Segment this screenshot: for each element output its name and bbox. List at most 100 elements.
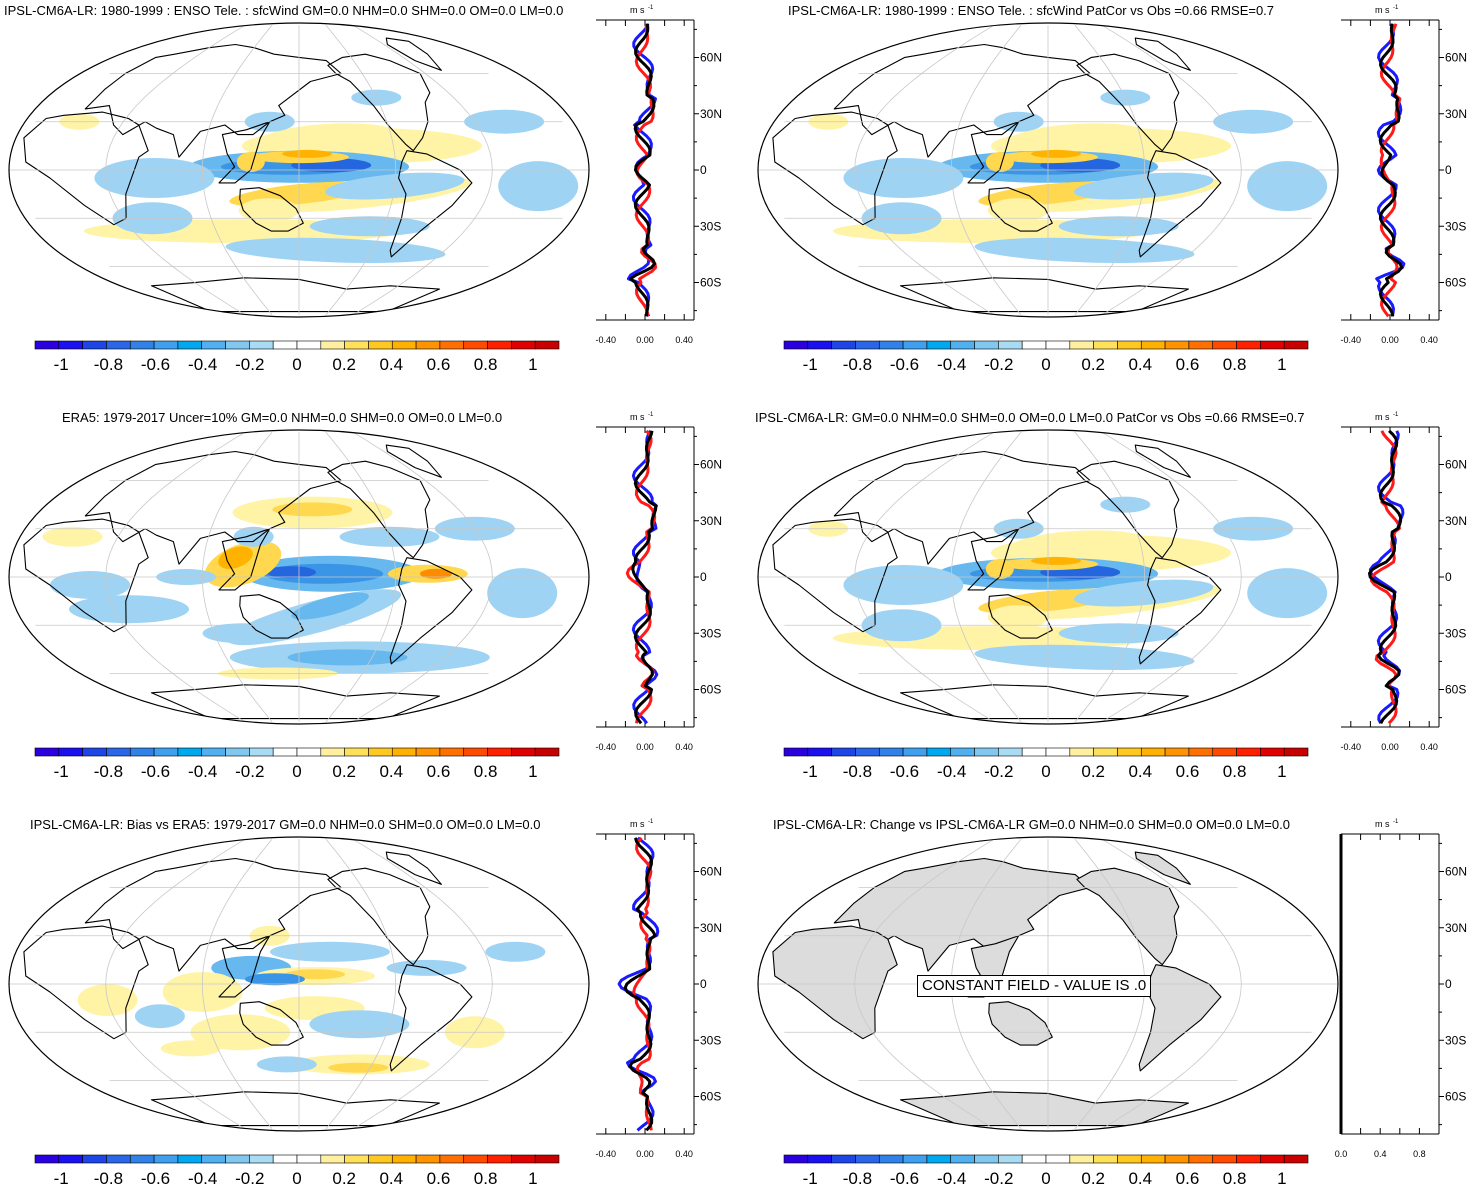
colorbar-swatch (34, 1154, 60, 1164)
colorbar-swatch (415, 747, 441, 757)
anomaly-patch (50, 571, 131, 599)
coastline (1076, 460, 1180, 559)
gridline (1101, 838, 1242, 1130)
colorbar-label: 0.8 (474, 1169, 498, 1187)
x-tick-label: 0.0 (1335, 1149, 1348, 1159)
x-tick-label: -0.40 (596, 1149, 617, 1159)
colorbar-swatch (249, 340, 274, 350)
colorbar-swatch (225, 1154, 250, 1164)
colorbar-label: 1 (1277, 1169, 1286, 1187)
colorbar-label: -0.8 (843, 762, 872, 781)
colorbar-swatch (1236, 340, 1261, 350)
anomaly-patch (419, 568, 452, 579)
units-label: m s (630, 819, 645, 829)
colorbar-swatch (129, 1154, 155, 1164)
lat-label: 60S (700, 276, 721, 290)
colorbar-swatch (391, 1154, 417, 1164)
colorbar-swatch (201, 747, 226, 757)
colorbar: -1 -0.8 -0.6 -0.4 -0.2 0 0.2 0.4 0.6 0.8 1 (34, 340, 560, 374)
units-exponent: -1 (648, 412, 654, 418)
coastline (239, 1001, 304, 1046)
panel-title: IPSL-CM6A-LR: Change vs IPSL-CM6A-LR GM=… (773, 817, 1290, 832)
colorbar-swatch (1093, 747, 1118, 757)
colorbar: -1 -0.8 -0.6 -0.4 -0.2 0 0.2 0.4 0.6 0.8 1 (34, 1154, 560, 1187)
colorbar-label: 1 (528, 1169, 537, 1187)
colorbar-swatch (1045, 1154, 1071, 1164)
colorbar-swatch (391, 747, 417, 757)
lat-label: 60N (1445, 865, 1467, 879)
map-border (8, 22, 590, 318)
colorbar-swatch (439, 340, 465, 350)
colorbar-label: 0.2 (332, 762, 356, 781)
coastline (239, 187, 304, 232)
map-border (757, 429, 1339, 725)
world-map (8, 22, 590, 318)
colorbar-label: 0.8 (1223, 762, 1247, 781)
colorbar-swatch (926, 340, 952, 350)
gridline (352, 24, 493, 316)
colorbar-label: 0.6 (1176, 355, 1200, 374)
constant-field-label: CONSTANT FIELD - VALUE IS .0 (917, 975, 1152, 997)
colorbar-swatch (296, 747, 322, 757)
lat-label: 60N (1445, 458, 1467, 472)
gridline (854, 431, 995, 723)
lat-label: 60N (700, 865, 722, 879)
colorbar-swatch (368, 340, 393, 350)
coastline (385, 37, 442, 71)
colorbar-swatch (415, 340, 441, 350)
colorbar-label: 0.4 (1128, 1169, 1152, 1187)
colorbar-label: -0.4 (188, 762, 217, 781)
map-border (8, 836, 590, 1132)
colorbar-swatch (439, 1154, 465, 1164)
coastline (833, 43, 1091, 158)
colorbar-swatch (249, 747, 274, 757)
x-tick-label: 0.40 (1420, 335, 1438, 345)
coastline (988, 1001, 1053, 1046)
colorbar-swatch (1164, 1154, 1190, 1164)
lat-label: 30S (700, 1033, 721, 1047)
colorbar-swatch (831, 340, 856, 350)
x-tick-label: -0.40 (596, 742, 617, 752)
colorbar-swatch (58, 747, 83, 757)
colorbar-label: 1 (528, 355, 537, 374)
anomaly-patch (266, 566, 316, 579)
anomaly-patch (328, 1062, 389, 1073)
coastline (23, 111, 149, 226)
lat-label: 60S (700, 1090, 721, 1104)
anomaly-patch (269, 941, 390, 962)
colorbar-swatch (950, 1154, 975, 1164)
colorbar-swatch (807, 1154, 832, 1164)
gridline (352, 838, 493, 1130)
colorbar-swatch (201, 340, 226, 350)
coastline (218, 935, 271, 998)
units-label: m s (630, 5, 645, 15)
colorbar-label: -0.6 (890, 1169, 919, 1187)
anomaly-patch (134, 1004, 185, 1029)
colorbar-swatch (320, 1154, 345, 1164)
colorbar-swatch (950, 340, 975, 350)
colorbar-swatch (225, 340, 250, 350)
colorbar-swatch (1236, 1154, 1261, 1164)
colorbar-swatch (106, 1154, 131, 1164)
map-border (757, 22, 1339, 318)
colorbar-label: 0.4 (379, 762, 403, 781)
colorbar-swatch (201, 1154, 226, 1164)
colorbar-label: -0.4 (188, 355, 217, 374)
colorbar-swatch (463, 747, 488, 757)
colorbar-label: 0.2 (1081, 762, 1105, 781)
colorbar-label: 0.2 (1081, 355, 1105, 374)
colorbar-label: 0.2 (332, 355, 356, 374)
map-border (757, 836, 1339, 1132)
colorbar-swatch (1260, 747, 1285, 757)
anomaly-patch (1164, 139, 1215, 152)
colorbar-swatch (320, 747, 345, 757)
anomaly-patch (202, 623, 283, 644)
units-label: m s (1375, 5, 1390, 15)
colorbar-label: -0.8 (94, 762, 123, 781)
zonal-mean-plot: m s -1 -0.40 0.00 0.40 60N 30N 0 30S 60S (596, 5, 722, 345)
world-map (8, 836, 590, 1132)
lat-label: 60S (1445, 276, 1466, 290)
lat-label: 0 (1445, 977, 1452, 991)
zonal-line (629, 23, 657, 317)
colorbar-label: -0.8 (94, 355, 123, 374)
